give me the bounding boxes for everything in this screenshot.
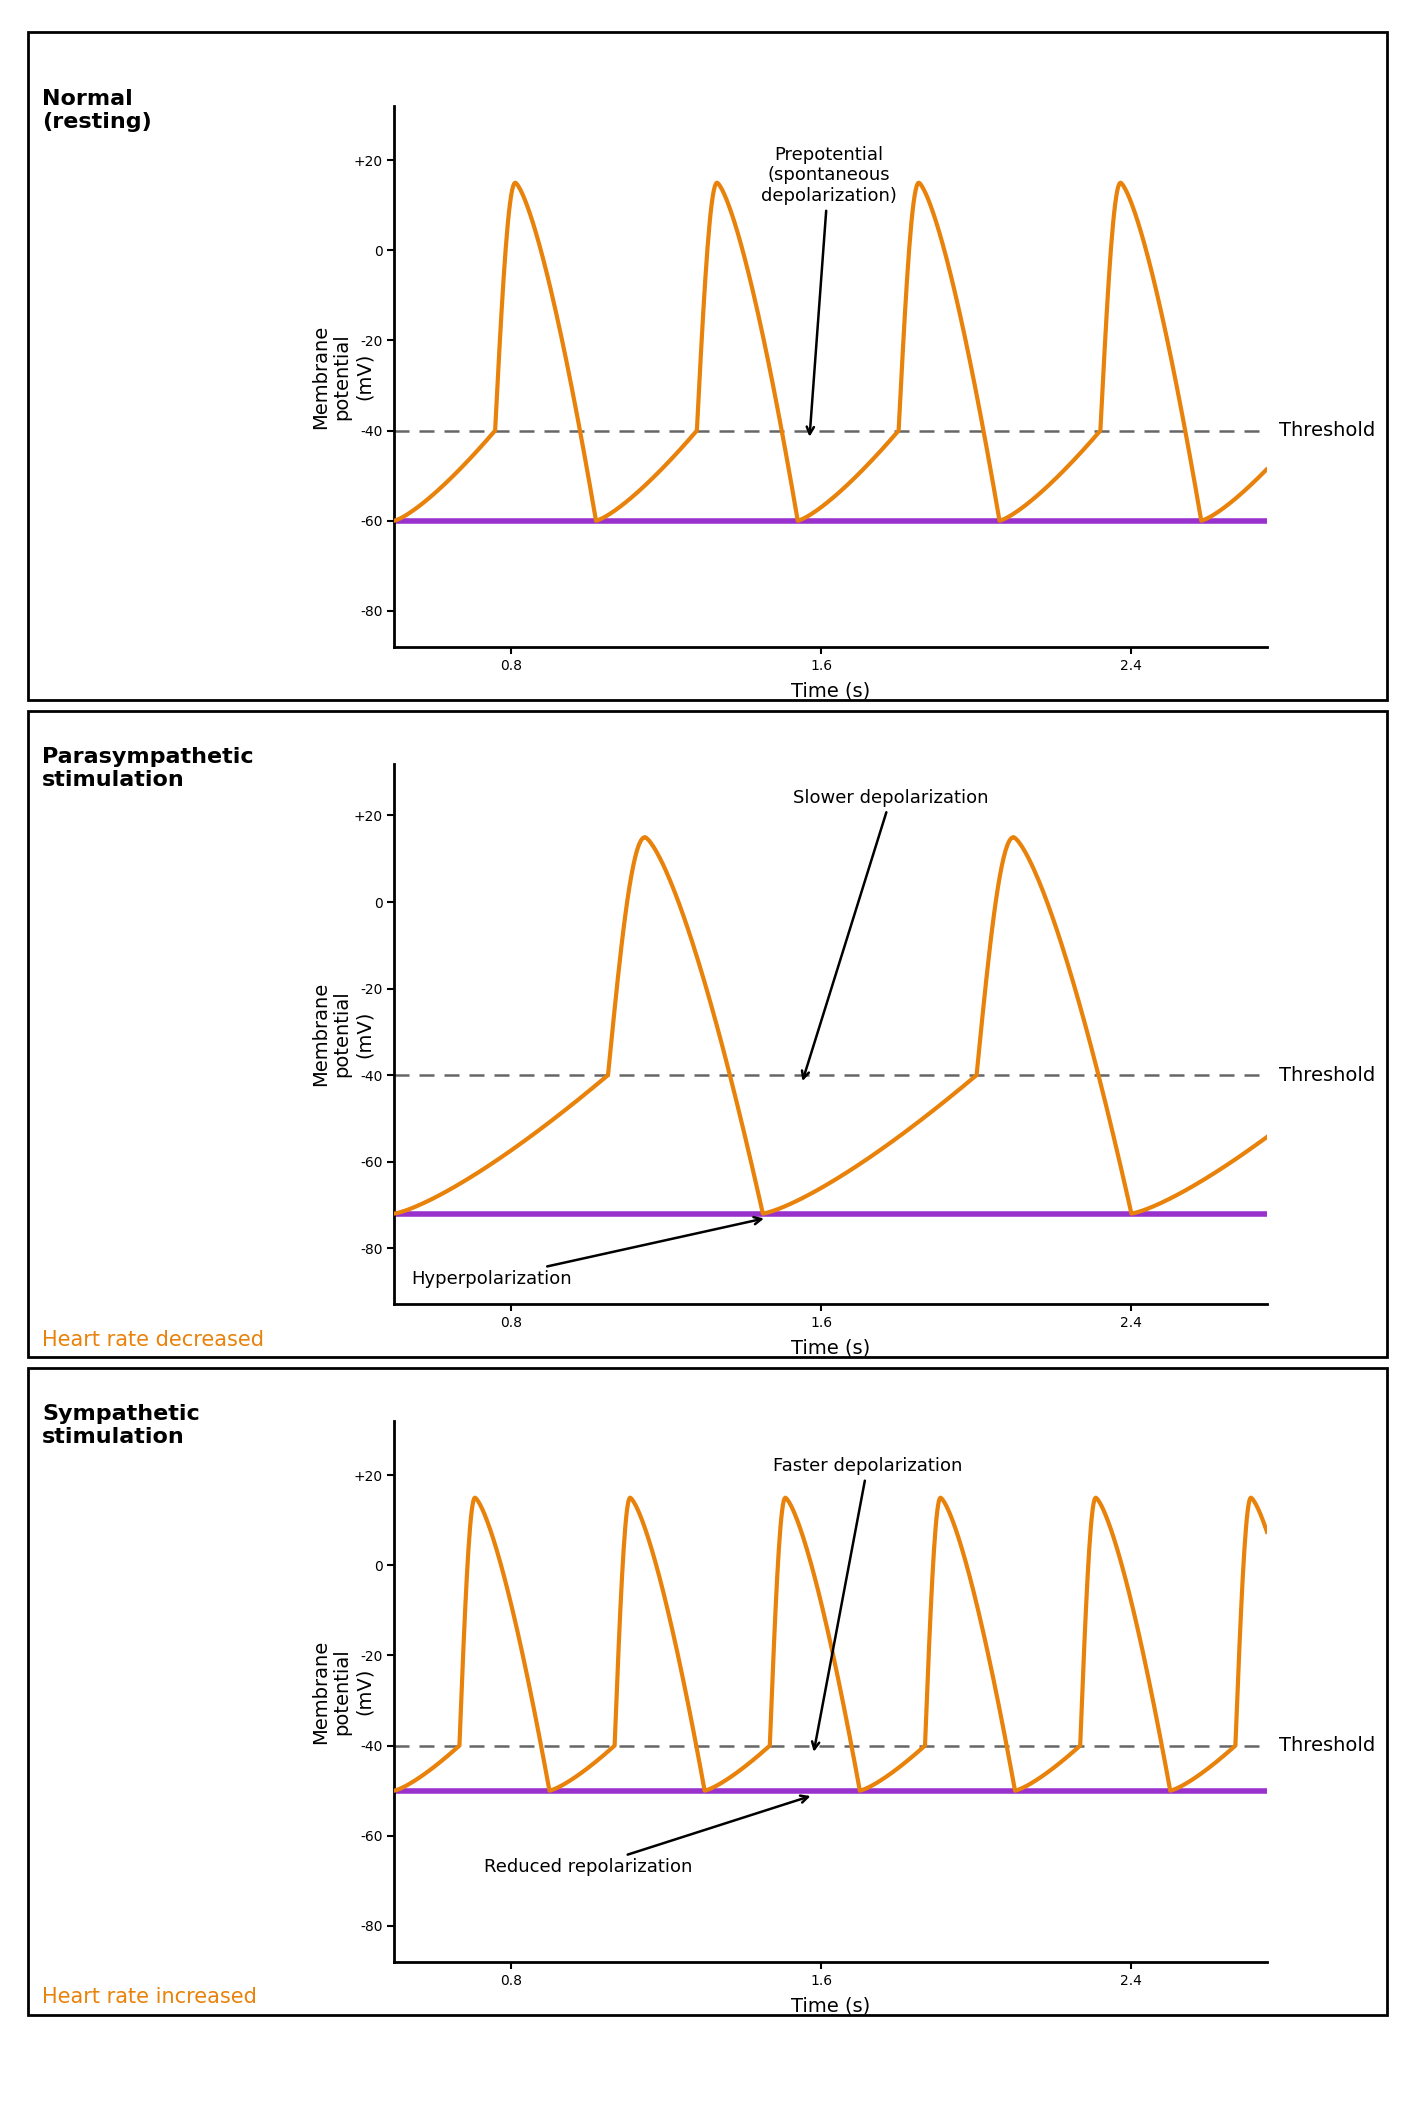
Text: Heart rate increased: Heart rate increased [42, 1987, 258, 2006]
Text: Prepotential
(spontaneous
depolarization): Prepotential (spontaneous depolarization… [760, 146, 897, 435]
Text: Threshold: Threshold [1278, 422, 1376, 439]
Text: Threshold: Threshold [1278, 1065, 1376, 1084]
Text: Sympathetic
stimulation: Sympathetic stimulation [42, 1404, 200, 1447]
Text: Parasympathetic
stimulation: Parasympathetic stimulation [42, 747, 253, 789]
Text: Heart rate decreased: Heart rate decreased [42, 1330, 265, 1349]
Text: Normal
(resting): Normal (resting) [42, 89, 152, 132]
X-axis label: Time (s): Time (s) [791, 1338, 870, 1357]
X-axis label: Time (s): Time (s) [791, 681, 870, 700]
Text: Threshold: Threshold [1278, 1737, 1376, 1754]
Y-axis label: Membrane
potential
(mV): Membrane potential (mV) [311, 982, 373, 1086]
Text: Hyperpolarization: Hyperpolarization [411, 1217, 762, 1287]
Text: Reduced repolarization: Reduced repolarization [484, 1796, 808, 1877]
Text: Faster depolarization: Faster depolarization [773, 1457, 962, 1750]
X-axis label: Time (s): Time (s) [791, 1996, 870, 2015]
Y-axis label: Membrane
potential
(mV): Membrane potential (mV) [311, 325, 373, 428]
Text: Slower depolarization: Slower depolarization [793, 789, 988, 1077]
Y-axis label: Membrane
potential
(mV): Membrane potential (mV) [311, 1640, 373, 1743]
